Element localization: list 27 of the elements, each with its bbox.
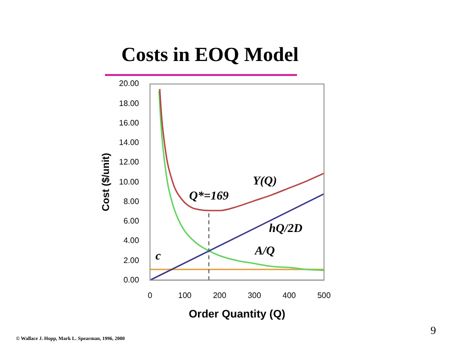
y-tick-label: 4.00 xyxy=(123,236,140,246)
y-tick-label: 16.00 xyxy=(118,118,140,128)
line-series xyxy=(159,88,324,212)
ref-line-label: Q*=169 xyxy=(189,188,229,203)
y-tick-label: 18.00 xyxy=(118,98,140,108)
chart-title: Costs in EOQ Model xyxy=(121,44,300,66)
y-tick-label: 12.00 xyxy=(118,158,140,167)
series-label: hQ/2D xyxy=(269,220,303,235)
series-label: A/Q xyxy=(254,243,276,258)
x-tick-label: 400 xyxy=(282,291,296,300)
y-tick-label: 0.00 xyxy=(123,275,140,284)
x-tick-label: 300 xyxy=(248,291,262,300)
y-tick-label: 20.00 xyxy=(118,79,140,88)
series-label: c xyxy=(156,248,162,263)
y-tick-label: 2.00 xyxy=(123,256,140,265)
y-axis-title: Cost ($/unit) xyxy=(100,152,112,212)
y-tick-label: 8.00 xyxy=(123,196,140,206)
x-axis-title: Order Quantity (Q) xyxy=(188,308,286,320)
y-tick-label: 14.00 xyxy=(118,138,140,148)
x-tick-label: 100 xyxy=(178,291,192,300)
text: 9 xyxy=(430,325,436,337)
x-tick-label: 500 xyxy=(317,291,332,300)
y-tick-label: 6.00 xyxy=(123,216,140,226)
x-tick-label: 0 xyxy=(148,291,153,300)
x-tick-label: 200 xyxy=(212,291,227,300)
y-tick-label: 10.00 xyxy=(118,177,140,186)
series-label: Y(Q) xyxy=(252,173,277,188)
